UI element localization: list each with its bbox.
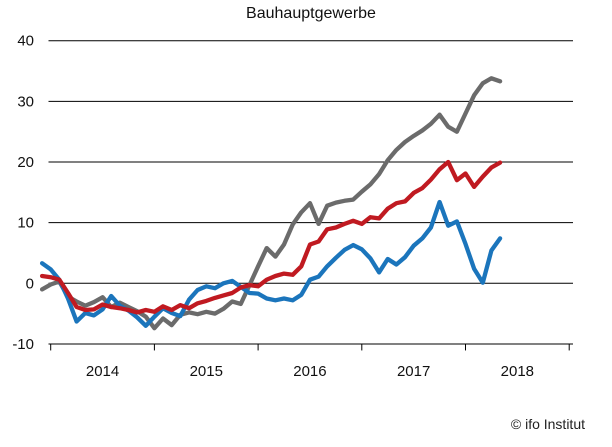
- series-path-blue-line: [39, 199, 503, 328]
- y-tick-label: 10: [17, 215, 34, 232]
- x-tick-label: 2018: [501, 363, 534, 380]
- copyright-note: © ifo Institut: [510, 416, 585, 432]
- chart-title: Bauhauptgewerbe: [246, 5, 376, 22]
- x-tick-label: 2016: [293, 363, 326, 380]
- y-tick-label: 40: [17, 33, 34, 50]
- x-tick-label: 2017: [397, 363, 430, 380]
- y-tick-label: 20: [17, 154, 34, 171]
- series-path-gray-line: [39, 76, 503, 331]
- x-tick-label: 2015: [190, 363, 223, 380]
- x-tick-label: 2014: [86, 363, 119, 380]
- y-tick-label: -10: [12, 336, 34, 353]
- y-tick-label: 0: [26, 275, 34, 292]
- series-path-red-line: [39, 159, 503, 315]
- y-tick-label: 30: [17, 93, 34, 110]
